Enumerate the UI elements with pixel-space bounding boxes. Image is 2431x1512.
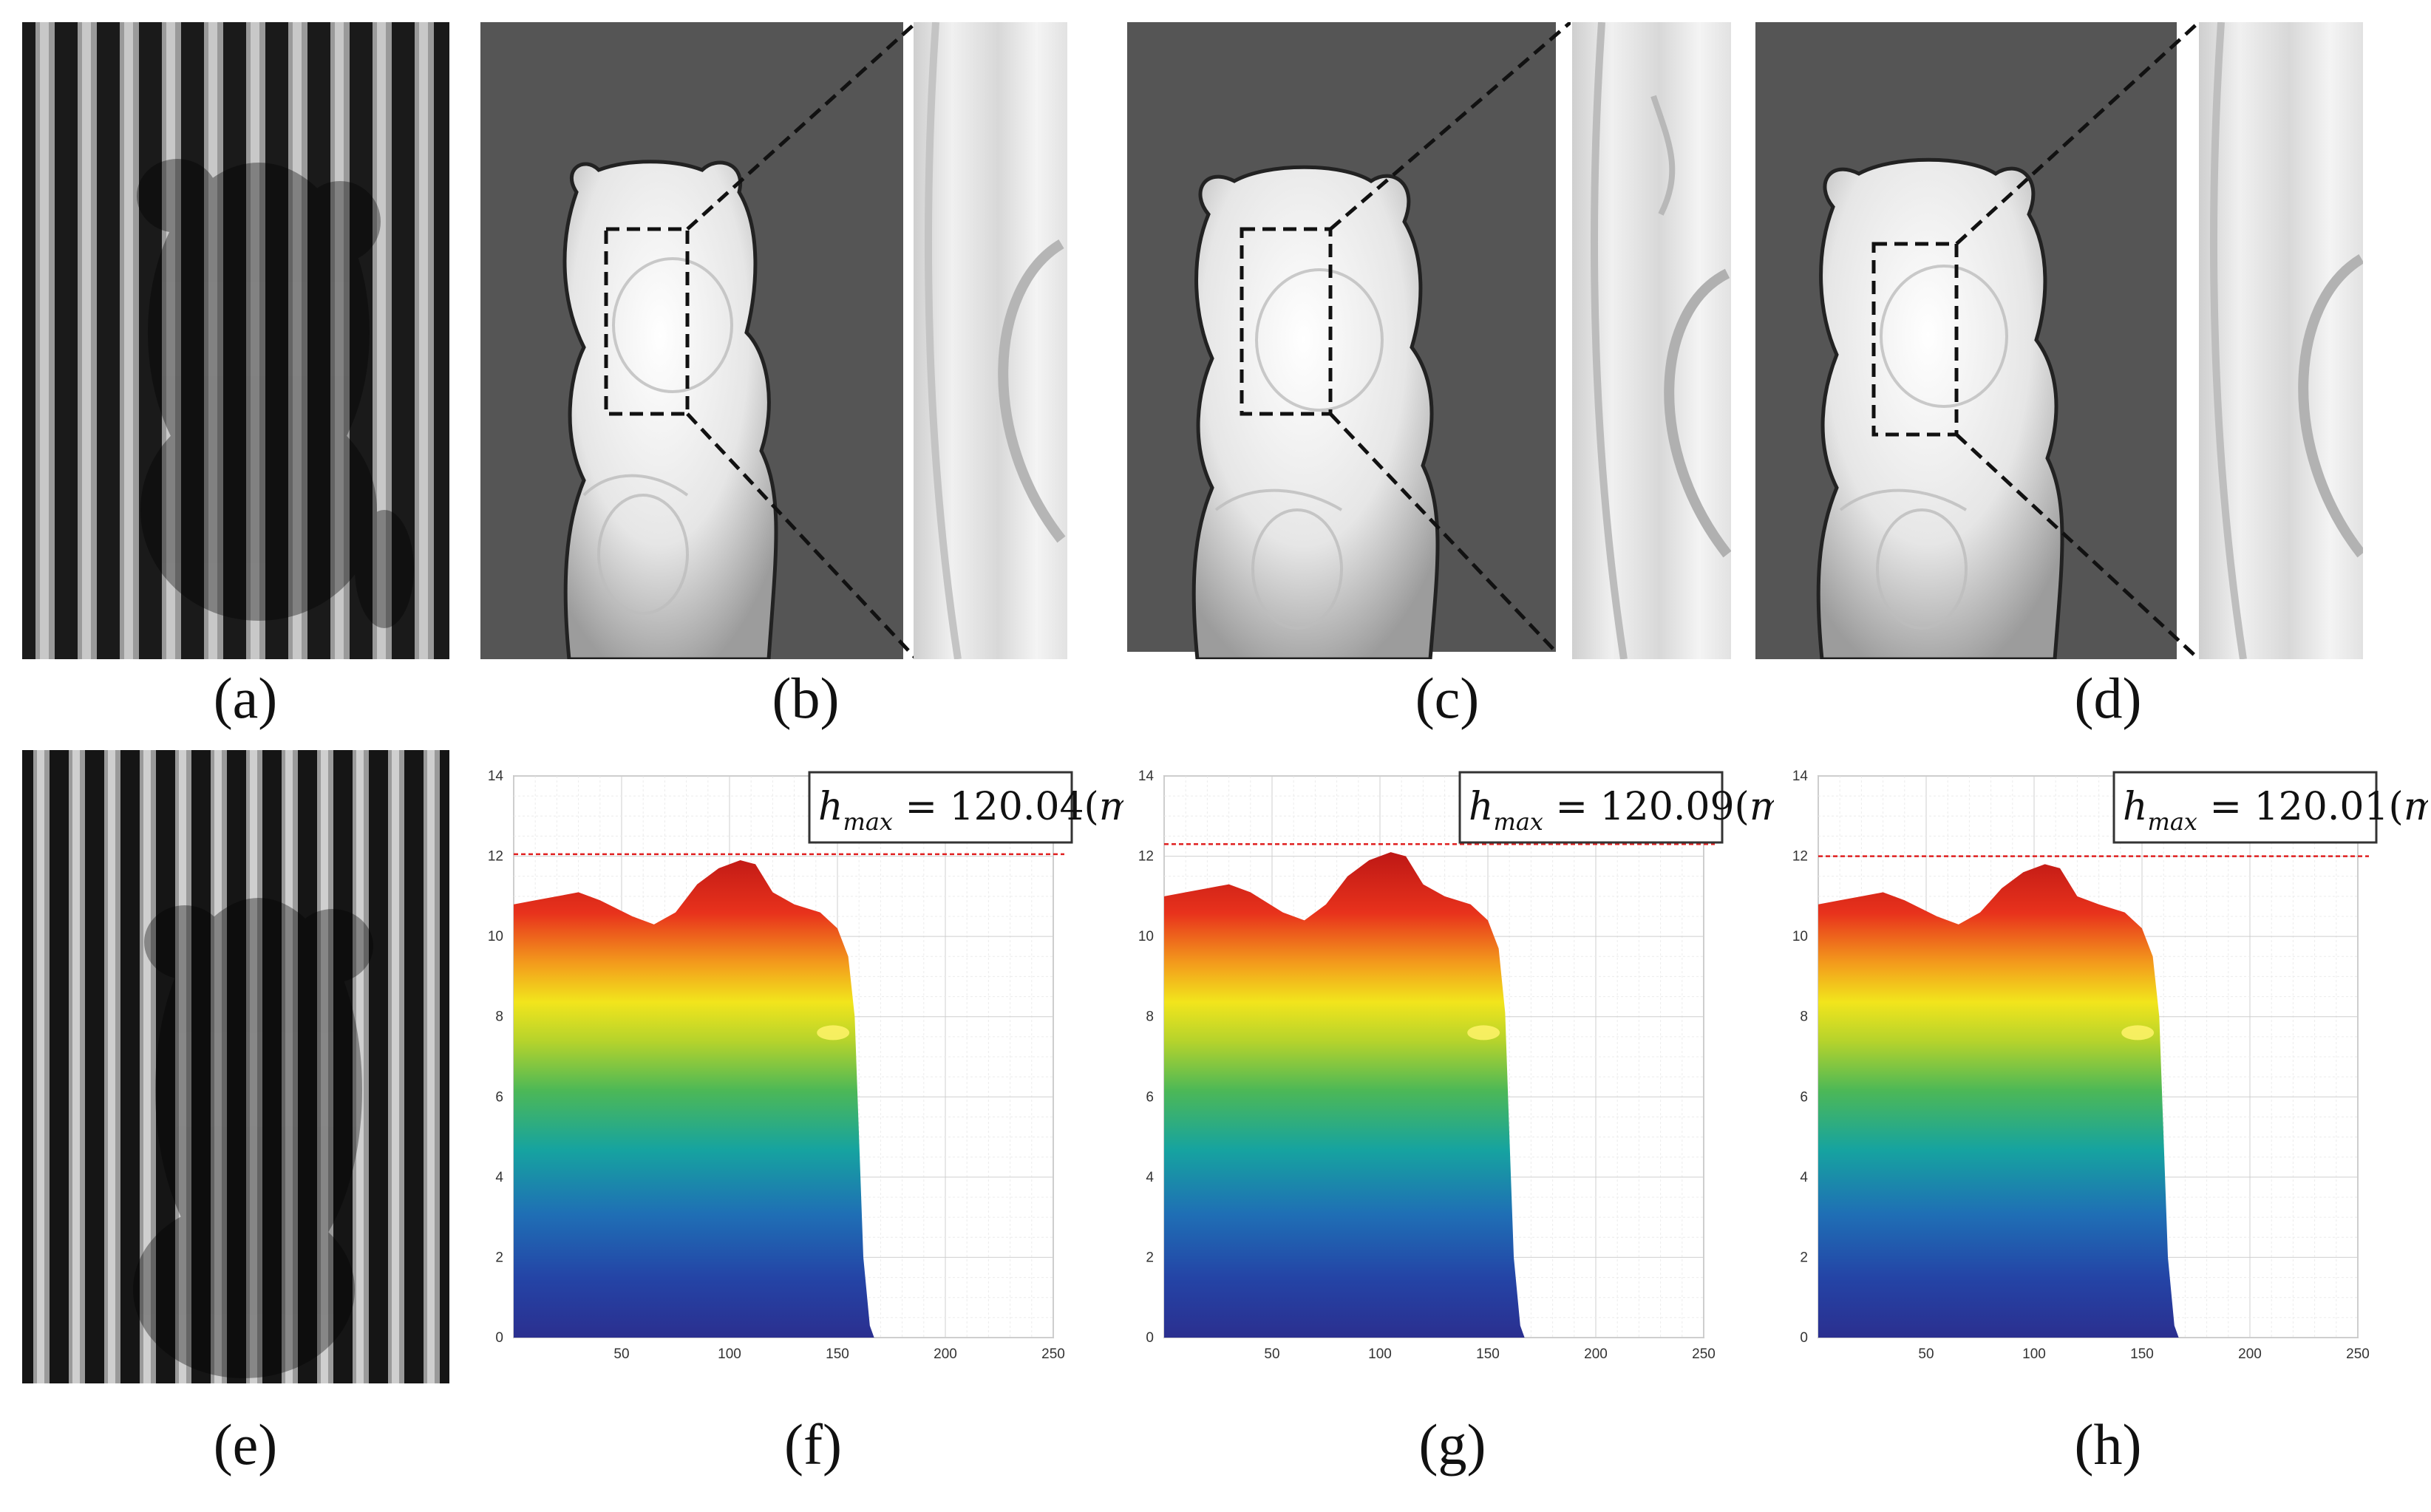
y-tick-label: 6 (495, 1089, 503, 1105)
y-tick-label: 10 (488, 929, 503, 944)
y-tick-label: 4 (495, 1170, 503, 1185)
zoom-box (604, 227, 690, 416)
h-max-annotation: hmax = 120.01(mm) (2123, 785, 2428, 836)
label-c: (c) (1415, 666, 1480, 730)
panel-a (22, 22, 449, 659)
x-tick-label: 100 (718, 1346, 741, 1362)
x-tick-label: 50 (613, 1346, 629, 1362)
rendered-bear-c (1127, 21, 1572, 661)
y-tick-label: 0 (1800, 1330, 1808, 1346)
y-tick-label: 0 (1146, 1330, 1154, 1346)
x-tick-label: 150 (1476, 1346, 1500, 1362)
rendered-bear-b (480, 21, 918, 661)
x-tick-label: 100 (2022, 1346, 2046, 1362)
y-tick-label: 2 (495, 1250, 503, 1265)
y-tick-label: 0 (495, 1330, 503, 1346)
x-tick-label: 50 (1918, 1346, 1934, 1362)
y-tick-label: 4 (1146, 1170, 1154, 1185)
zoom-inset-c (1572, 21, 1732, 660)
x-tick-label: 100 (1368, 1346, 1392, 1362)
label-a: (a) (213, 666, 278, 730)
fringe-image-e (22, 750, 449, 1383)
x-tick-label: 200 (1584, 1346, 1608, 1362)
y-tick-label: 8 (1146, 1009, 1154, 1025)
height-profile-surface (514, 860, 874, 1338)
label-e: (e) (213, 1412, 278, 1477)
panel-e (22, 750, 449, 1383)
x-tick-label: 250 (1041, 1346, 1065, 1362)
panel-d (1755, 21, 2200, 661)
h-max-annotation-box (2112, 771, 2378, 844)
y-tick-label: 4 (1800, 1170, 1808, 1185)
chart-h: 50 100 150 200 250 0 2 4 6 8 10 12 14 hmax = 120.01(m… (1763, 761, 2431, 1389)
h-max-annotation-box (808, 771, 1073, 844)
h-max-annotation-box (1458, 771, 1724, 844)
y-tick-label: 2 (1800, 1250, 1808, 1265)
y-tick-label: 14 (488, 769, 504, 784)
x-tick-label: 200 (934, 1346, 957, 1362)
height-profile-surface (1164, 852, 1525, 1338)
x-tick-label: 150 (826, 1346, 849, 1362)
label-f: (f) (784, 1412, 842, 1477)
y-tick-label: 6 (1800, 1089, 1808, 1105)
y-tick-label: 8 (1800, 1009, 1808, 1025)
zoom-inset-b (914, 21, 1067, 660)
label-h: (h) (2074, 1412, 2142, 1477)
highlight-band (817, 1025, 850, 1041)
rendered-bear-d (1755, 21, 2200, 661)
y-tick-label: 8 (495, 1009, 503, 1025)
x-tick-label: 250 (2346, 1346, 2370, 1362)
zoom-inset-d (2199, 21, 2366, 660)
x-tick-label: 200 (2238, 1346, 2262, 1362)
y-tick-label: 2 (1146, 1250, 1154, 1265)
y-tick-label: 12 (488, 849, 503, 865)
label-b: (b) (772, 666, 840, 730)
x-tick-label: 250 (1692, 1346, 1716, 1362)
y-tick-label: 10 (1138, 929, 1154, 944)
label-d: (d) (2074, 666, 2142, 730)
y-tick-label: 12 (1792, 849, 1808, 865)
label-g: (g) (1418, 1412, 1486, 1477)
highlight-band (2121, 1025, 2155, 1041)
height-profile-surface (1818, 864, 2179, 1338)
y-tick-label: 10 (1792, 929, 1808, 944)
bear-shape (562, 160, 778, 661)
fringe-image-a (22, 22, 449, 659)
highlight-band (1467, 1025, 1500, 1041)
x-tick-label: 50 (1264, 1346, 1279, 1362)
panel-b (480, 21, 924, 661)
panel-c (1127, 21, 1572, 661)
y-tick-label: 12 (1138, 849, 1154, 865)
y-tick-label: 14 (1792, 769, 1809, 784)
x-tick-label: 150 (2130, 1346, 2154, 1362)
y-tick-label: 6 (1146, 1089, 1154, 1105)
y-tick-label: 14 (1138, 769, 1155, 784)
